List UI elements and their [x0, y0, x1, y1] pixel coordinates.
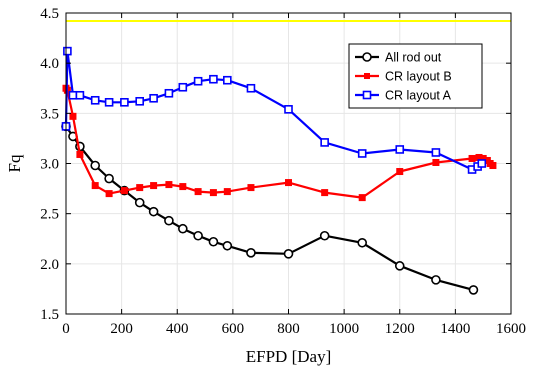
- data-point: [105, 190, 113, 198]
- y-tick-label: 1.5: [40, 307, 59, 323]
- data-point: [179, 183, 187, 191]
- data-point: [358, 194, 366, 202]
- data-point: [164, 215, 174, 226]
- data-point: [357, 149, 367, 158]
- data-point: [75, 90, 85, 100]
- data-point: [357, 237, 368, 248]
- legend-marker: [364, 73, 370, 79]
- y-tick-label: 2.0: [40, 257, 59, 273]
- data-point: [246, 83, 256, 93]
- data-point: [193, 76, 203, 86]
- legend-label: All rod out: [385, 51, 442, 65]
- data-point: [149, 93, 158, 103]
- x-tick-label: 1600: [496, 321, 526, 337]
- x-tick-label: 600: [222, 321, 245, 337]
- y-tick-label: 2.5: [40, 207, 59, 223]
- legend: All rod out CR layout B CR layout A: [348, 43, 483, 109]
- data-point: [150, 182, 158, 190]
- axis-ticks: 0 200 400 600 800 1000 1200 1400 1600 1.5 2.0 2.5 3.…: [40, 6, 526, 337]
- y-tick-label: 3.5: [40, 106, 59, 122]
- data-point: [283, 249, 294, 259]
- data-point: [76, 150, 84, 158]
- data-point: [246, 247, 256, 258]
- data-point: [320, 138, 329, 147]
- data-point: [136, 184, 144, 192]
- legend-entry: CR layout A: [355, 89, 452, 103]
- series-0: [61, 121, 479, 295]
- legend-marker: [362, 52, 372, 62]
- data-point: [223, 75, 232, 85]
- data-point: [120, 97, 129, 107]
- data-point: [134, 197, 145, 208]
- data-point: [284, 105, 293, 114]
- data-point: [104, 97, 114, 107]
- data-point: [396, 168, 404, 176]
- x-tick-label: 1200: [385, 321, 415, 337]
- y-tick-label: 4.5: [40, 6, 59, 22]
- x-tick-label: 0: [62, 321, 70, 337]
- data-point: [468, 285, 479, 295]
- data-point: [90, 160, 101, 171]
- data-point: [477, 159, 487, 168]
- x-tick-label: 400: [166, 321, 189, 337]
- data-point: [68, 90, 78, 100]
- data-point: [165, 181, 173, 189]
- data-point: [321, 189, 329, 197]
- data-point: [394, 261, 405, 271]
- data-point: [120, 187, 128, 195]
- data-point: [468, 154, 476, 162]
- series-layer: [61, 46, 497, 295]
- data-point: [319, 230, 330, 241]
- x-tick-label: 1000: [329, 321, 359, 337]
- data-point: [285, 179, 292, 187]
- data-point: [209, 189, 217, 197]
- data-point: [395, 145, 405, 154]
- data-point: [178, 82, 188, 92]
- series-1: [62, 84, 497, 202]
- y-tick-label: 4.0: [40, 56, 59, 72]
- data-point: [164, 88, 174, 98]
- data-point: [178, 223, 188, 234]
- data-point: [432, 158, 440, 166]
- data-point: [69, 112, 77, 120]
- legend-marker: [362, 90, 372, 100]
- data-point: [208, 236, 219, 247]
- data-point: [431, 148, 441, 157]
- data-point: [209, 74, 218, 84]
- data-point: [431, 275, 441, 285]
- data-point: [223, 188, 231, 196]
- data-point: [148, 206, 159, 217]
- x-tick-label: 800: [277, 321, 300, 337]
- data-point: [247, 184, 255, 192]
- data-point: [90, 95, 100, 105]
- legend-label: CR layout B: [385, 70, 452, 84]
- x-tick-label: 200: [110, 321, 133, 337]
- data-point: [193, 230, 203, 241]
- data-point: [489, 162, 497, 170]
- legend-label: CR layout A: [385, 89, 452, 103]
- data-point: [135, 96, 145, 106]
- legend-entry: All rod out: [355, 51, 442, 65]
- data-point: [222, 240, 233, 251]
- data-point: [63, 46, 72, 56]
- x-tick-label: 1400: [440, 321, 470, 337]
- data-point: [91, 182, 99, 190]
- y-axis-label: Fq: [5, 154, 24, 172]
- data-point: [194, 188, 202, 196]
- legend-entry: CR layout B: [355, 70, 452, 84]
- x-axis-label: EFPD [Day]: [246, 347, 331, 366]
- y-tick-label: 3.0: [40, 157, 59, 173]
- data-point: [104, 173, 114, 184]
